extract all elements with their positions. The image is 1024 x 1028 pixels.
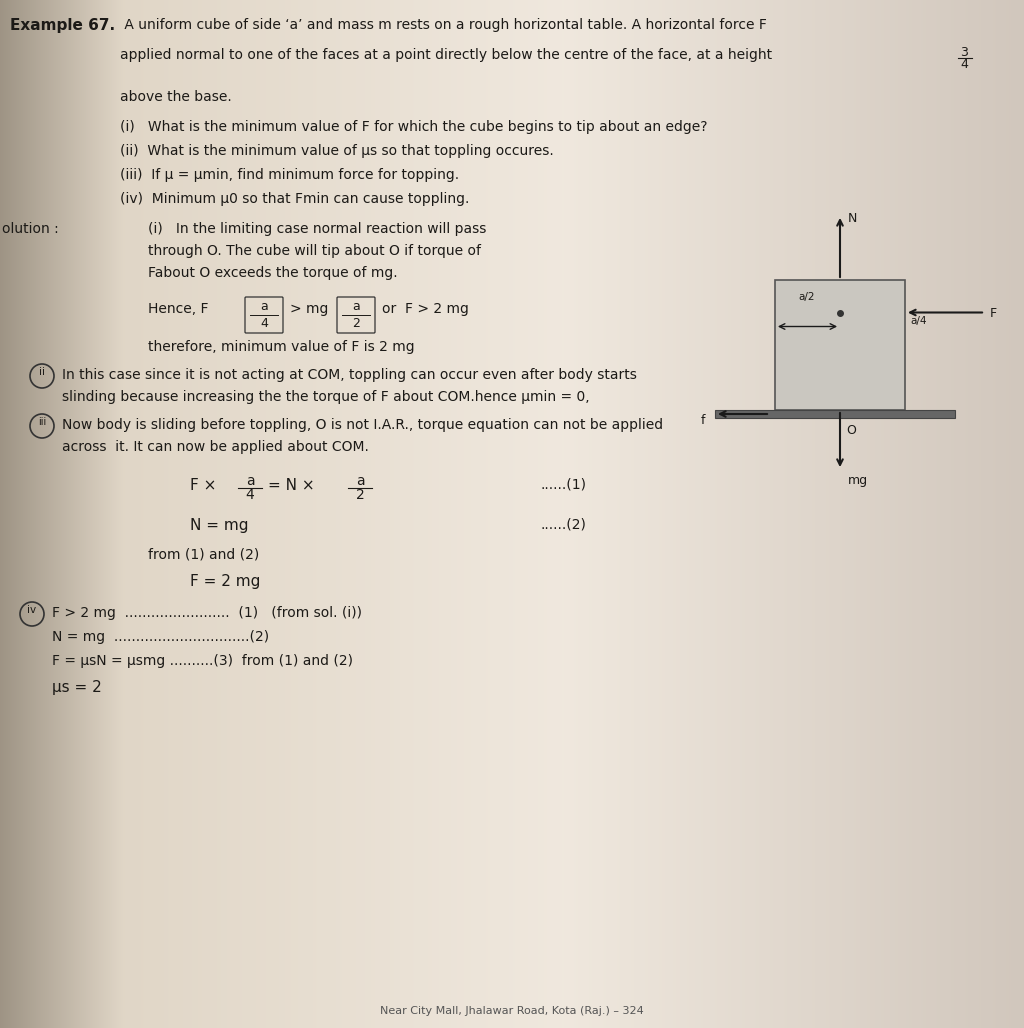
Bar (775, 280, 905, 410)
Text: mg: mg (848, 474, 868, 487)
Text: across  it. It can now be applied about COM.: across it. It can now be applied about C… (62, 440, 369, 454)
Text: 2: 2 (352, 317, 360, 330)
Text: > mg: > mg (290, 302, 329, 316)
Text: Example 67.: Example 67. (10, 19, 115, 33)
Text: a: a (246, 474, 254, 488)
Text: N = mg: N = mg (190, 518, 249, 533)
Text: F > 2 mg  ........................  (1)   (from sol. (i)): F > 2 mg ........................ (1) (f… (52, 605, 362, 620)
Text: = N ×: = N × (268, 478, 314, 493)
Text: through O. The cube will tip about O if torque of: through O. The cube will tip about O if … (148, 244, 481, 258)
Text: a: a (260, 300, 268, 313)
Text: Near City Mall, Jhalawar Road, Kota (Raj.) – 324: Near City Mall, Jhalawar Road, Kota (Raj… (380, 1006, 644, 1016)
Text: μs = 2: μs = 2 (52, 680, 101, 695)
Text: Hence, F: Hence, F (148, 302, 209, 316)
Text: A uniform cube of side ‘a’ and mass m rests on a rough horizontal table. A horiz: A uniform cube of side ‘a’ and mass m re… (120, 19, 767, 32)
Text: ......(1): ......(1) (540, 478, 586, 492)
Bar (715, 410, 955, 418)
Text: (i)   In the limiting case normal reaction will pass: (i) In the limiting case normal reaction… (148, 222, 486, 236)
Text: or  F > 2 mg: or F > 2 mg (382, 302, 469, 316)
Text: from (1) and (2): from (1) and (2) (148, 548, 259, 562)
Text: O: O (846, 424, 856, 437)
Text: 4: 4 (246, 488, 254, 502)
Text: olution :: olution : (2, 222, 58, 236)
Text: N: N (848, 212, 857, 225)
Text: (iv)  Minimum μ0 so that Fmin can cause toppling.: (iv) Minimum μ0 so that Fmin can cause t… (120, 192, 469, 206)
Text: f: f (700, 414, 705, 427)
Text: F ×: F × (190, 478, 216, 493)
Text: 4: 4 (961, 58, 968, 71)
Text: Fabout O exceeds the torque of mg.: Fabout O exceeds the torque of mg. (148, 266, 397, 280)
Text: 3: 3 (961, 46, 968, 59)
Text: 2: 2 (355, 488, 365, 502)
Text: above the base.: above the base. (120, 90, 231, 104)
Text: Now body is sliding before toppling, O is not I.A.R., torque equation can not be: Now body is sliding before toppling, O i… (62, 418, 664, 432)
Text: In this case since it is not acting at COM, toppling can occur even after body s: In this case since it is not acting at C… (62, 368, 637, 382)
Text: iv: iv (28, 605, 37, 615)
Text: slinding because increasing the the torque of F about COM.hence μmin = 0,: slinding because increasing the the torq… (62, 390, 590, 404)
Text: a: a (352, 300, 359, 313)
Text: ii: ii (39, 367, 45, 377)
Text: F = μsN = μsmg ..........(3)  from (1) and (2): F = μsN = μsmg ..........(3) from (1) an… (52, 654, 353, 668)
Text: N = mg  ...............................(2): N = mg ...............................(2… (52, 630, 269, 644)
Text: 4: 4 (260, 317, 268, 330)
Text: F: F (990, 307, 997, 320)
Text: a/2: a/2 (799, 292, 815, 302)
Text: iii: iii (38, 417, 46, 427)
Text: ......(2): ......(2) (540, 518, 586, 533)
Text: applied normal to one of the faces at a point directly below the centre of the f: applied normal to one of the faces at a … (120, 48, 772, 62)
Text: (ii)  What is the minimum value of μs so that toppling occures.: (ii) What is the minimum value of μs so … (120, 144, 554, 158)
Text: therefore, minimum value of F is 2 mg: therefore, minimum value of F is 2 mg (148, 340, 415, 354)
Text: a: a (355, 474, 365, 488)
Text: F = 2 mg: F = 2 mg (190, 574, 260, 589)
Text: a/4: a/4 (910, 316, 927, 326)
Text: (iii)  If μ = μmin, find minimum force for topping.: (iii) If μ = μmin, find minimum force fo… (120, 168, 459, 182)
Text: (i)   What is the minimum value of F for which the cube begins to tip about an e: (i) What is the minimum value of F for w… (120, 120, 708, 134)
